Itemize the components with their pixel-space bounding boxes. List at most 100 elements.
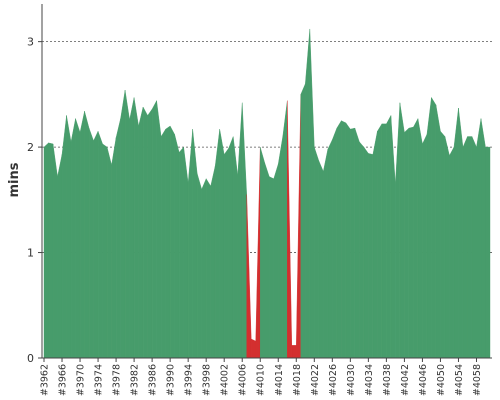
area-segment-#4016	[287, 100, 292, 359]
area-segment-#4053	[453, 108, 459, 359]
area-segment-#4017	[291, 345, 297, 359]
x-tick-label-#3998: #3998	[202, 364, 213, 396]
area-segment-#4031	[354, 128, 360, 359]
area-segment-#4022	[314, 147, 320, 359]
area-segment-#3989	[165, 125, 171, 359]
area-segment-#3982	[133, 97, 139, 359]
x-tick-label-#3982: #3982	[130, 364, 141, 396]
area-segment-#4030	[350, 127, 356, 359]
area-segment-#4028	[341, 120, 347, 359]
x-tick-label-#4022: #4022	[310, 364, 321, 396]
area-segment-#4004	[233, 136, 238, 359]
x-tick-label-#4046: #4046	[418, 364, 429, 396]
area-segment-#3994	[187, 129, 193, 359]
x-tick-label-#4014: #4014	[274, 364, 285, 396]
area-segment-#4052	[449, 146, 455, 359]
area-segment-#4048	[431, 96, 437, 359]
x-tick-label-#4002: #4002	[220, 364, 231, 396]
area-segment-#4056	[467, 136, 473, 359]
x-tick-label-#4042: #4042	[400, 364, 411, 396]
area-segment-#3967	[66, 115, 72, 359]
area-segment-#4015	[282, 100, 288, 359]
area-segment-#4021	[309, 28, 315, 359]
area-segment-#4009	[255, 147, 261, 359]
area-segment-#4013	[273, 163, 279, 359]
area-segment-#4058	[476, 118, 482, 359]
area-segment-#4047	[426, 97, 432, 359]
area-segment-#3977	[111, 137, 117, 359]
area-segment-#3965	[57, 154, 63, 359]
area-segment-#4042	[404, 127, 410, 359]
area-segment-#4039	[390, 115, 396, 359]
area-segment-#4055	[462, 136, 468, 359]
area-segment-#4027	[336, 120, 342, 359]
area-segment-#3969	[75, 118, 81, 359]
x-tick-label-#4058: #4058	[472, 364, 483, 396]
area-segment-#3966	[61, 115, 67, 359]
area-segment-#3985	[147, 108, 153, 359]
area-segment-#4012	[269, 176, 274, 359]
area-segment-#4038	[386, 115, 392, 359]
area-segment-#3981	[129, 97, 135, 359]
area-segment-#4050	[440, 130, 446, 359]
area-segment-#4002	[224, 147, 229, 359]
area-segment-#3970	[79, 111, 85, 359]
area-segment-#4046	[422, 134, 428, 359]
area-segment-#4040	[395, 102, 401, 359]
area-segment-#4026	[332, 128, 338, 359]
x-tick-label-#4050: #4050	[436, 364, 447, 396]
area-segment-#4010	[260, 147, 265, 359]
area-segment-#3980	[124, 90, 130, 359]
x-tick-label-#4010: #4010	[256, 364, 267, 396]
area-segment-#3988	[160, 128, 166, 359]
area-segment-#3990	[169, 125, 175, 359]
area-segment-#3976	[106, 147, 112, 359]
x-tick-label-#3978: #3978	[112, 364, 123, 396]
x-tick-label-#4026: #4026	[328, 364, 339, 396]
area-segment-#4049	[435, 104, 441, 359]
area-segment-#4011	[264, 162, 270, 359]
x-tick-label-#4054: #4054	[454, 364, 465, 396]
area-segment-#4001	[219, 129, 225, 359]
x-tick-label-#3986: #3986	[148, 364, 159, 396]
area-segment-#4060	[485, 146, 491, 359]
x-tick-label-#4018: #4018	[292, 364, 303, 396]
area-segment-#3998	[205, 178, 211, 359]
area-segment-#4005	[237, 102, 243, 359]
area-segment-#3972	[88, 128, 94, 359]
area-segment-#4034	[368, 153, 374, 359]
area-segment-#4057	[471, 136, 477, 359]
area-segment-#3974	[97, 131, 103, 359]
area-segment-#3978	[115, 118, 121, 359]
area-segment-#4000	[214, 129, 220, 359]
area-segment-#3973	[93, 131, 99, 359]
area-segment-#4037	[381, 123, 387, 359]
area-segment-#4003	[228, 136, 234, 359]
area-segment-#3999	[210, 166, 216, 359]
area-segment-#3993	[183, 147, 189, 359]
y-tick-label-0: 0	[27, 352, 34, 365]
x-tick-label-#4038: #4038	[382, 364, 393, 396]
area-segment-#3996	[196, 173, 202, 359]
x-tick-label-#4030: #4030	[346, 364, 357, 396]
area-segment-#4020	[305, 28, 310, 359]
x-tick-label-#3970: #3970	[76, 364, 87, 396]
area-segment-#4008	[251, 338, 256, 359]
y-tick-layer: 0 1 2 3	[27, 36, 42, 365]
y-tick-label-3: 3	[27, 36, 34, 49]
area-segment-#3992	[178, 146, 184, 359]
y-tick-label-1: 1	[27, 247, 34, 260]
area-segment-#4006	[242, 102, 247, 359]
area-segment-#3962	[43, 142, 49, 359]
x-tick-label-#3994: #3994	[184, 364, 195, 396]
x-tick-label-#4006: #4006	[238, 364, 249, 396]
area-segment-#4059	[480, 118, 486, 359]
area-segment-#3986	[151, 100, 157, 359]
area-segment-#3968	[70, 118, 76, 359]
x-tick-label-#3962: #3962	[40, 364, 51, 396]
area-segment-#4054	[458, 108, 464, 359]
area-layer	[43, 28, 491, 359]
area-segment-#4018	[296, 94, 301, 359]
